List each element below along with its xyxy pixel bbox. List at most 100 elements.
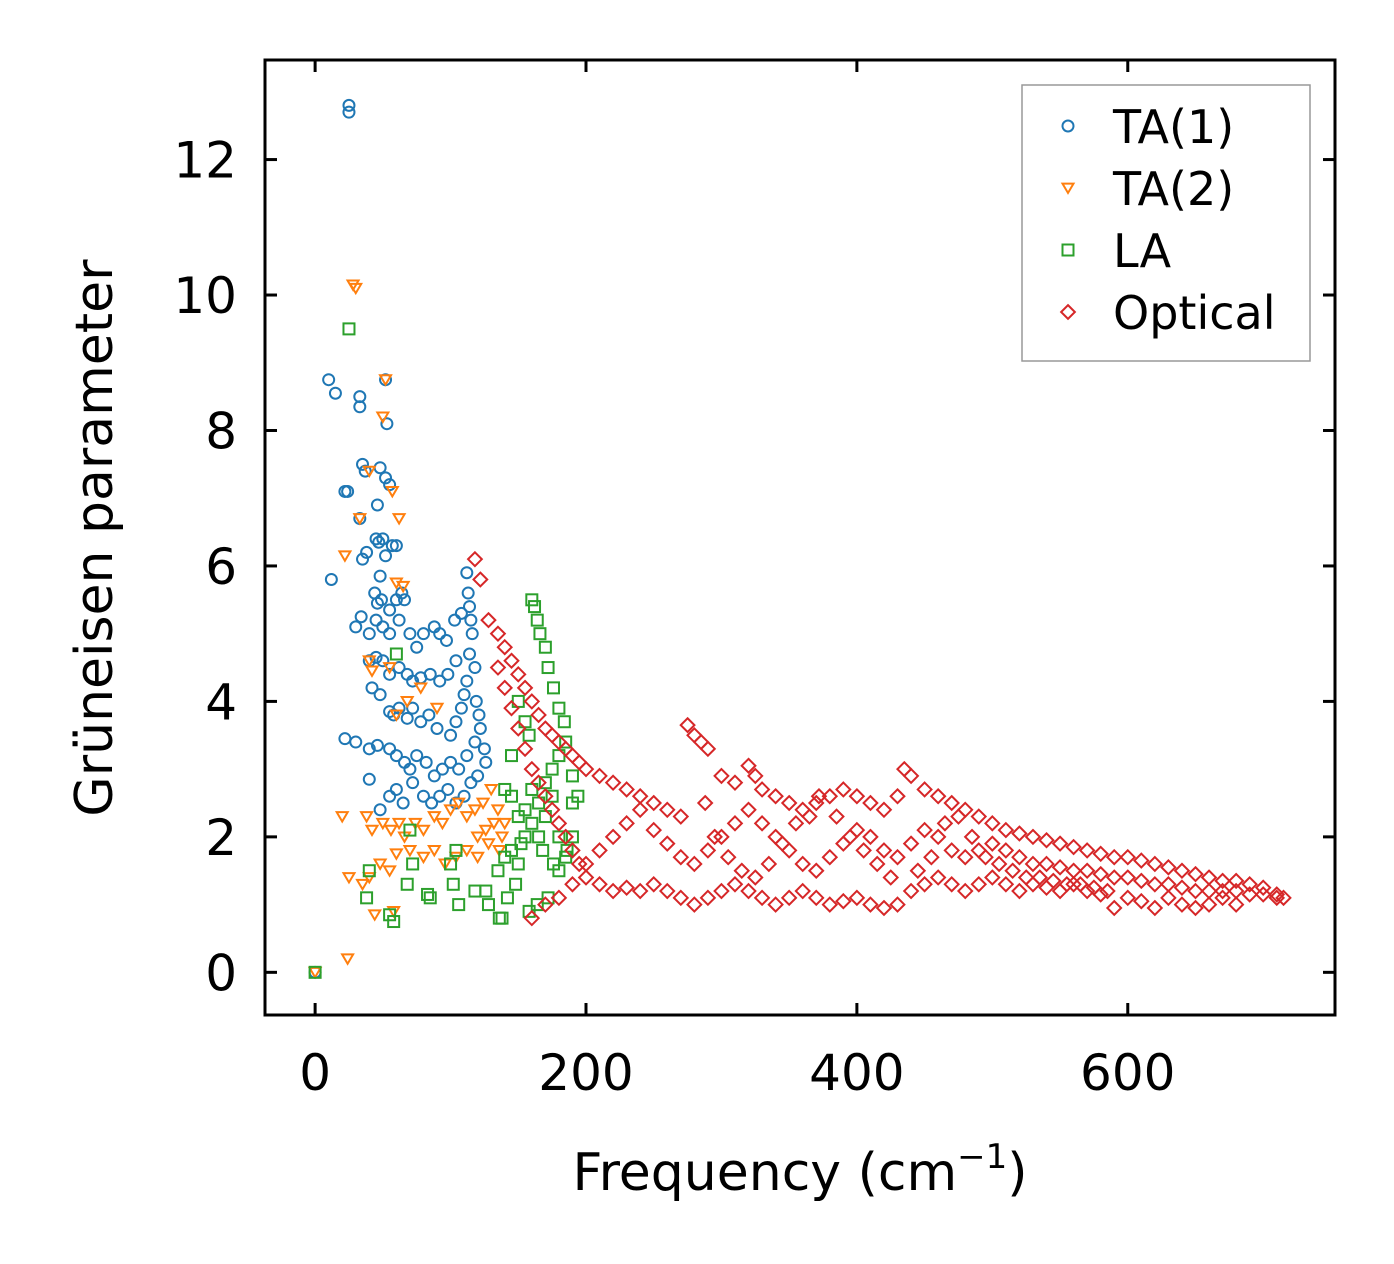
- data-point-optical: [984, 869, 1001, 886]
- data-point-optical: [1038, 831, 1055, 849]
- data-point-optical: [699, 889, 717, 907]
- data-point-optical: [1146, 855, 1164, 873]
- data-point-optical: [503, 699, 520, 717]
- data-point-ta1: [454, 606, 468, 620]
- data-point-ta2: [451, 797, 466, 810]
- data-point-la: [308, 965, 322, 979]
- data-point-ta1: [410, 749, 424, 763]
- data-point-ta1: [435, 762, 449, 776]
- data-point-ta1: [464, 613, 478, 627]
- data-point-optical: [516, 740, 534, 758]
- data-point-la: [557, 715, 571, 729]
- data-point-optical: [1092, 865, 1109, 883]
- data-point-ta2: [359, 811, 374, 824]
- data-point-optical: [753, 889, 771, 907]
- data-point-ta1: [392, 613, 406, 627]
- data-point-optical: [618, 781, 635, 798]
- data-point-optical: [480, 611, 497, 629]
- data-point-optical: [801, 808, 818, 825]
- data-point-optical: [740, 801, 757, 819]
- data-point-ta1: [369, 613, 383, 627]
- data-point-optical: [631, 882, 649, 900]
- data-point-ta1: [354, 610, 368, 624]
- data-point-ta1: [379, 549, 393, 563]
- data-point-ta1: [362, 772, 376, 786]
- y-tick-label: 4: [205, 673, 237, 731]
- data-point-optical: [875, 842, 893, 859]
- data-point-optical: [936, 815, 954, 832]
- data-point-optical: [1133, 872, 1150, 890]
- data-point-la: [400, 877, 414, 891]
- data-point-optical: [564, 842, 581, 859]
- data-point-optical: [882, 869, 900, 886]
- data-point-ta1: [369, 532, 383, 546]
- x-axis-label: Frequency (cm−1): [572, 1137, 1027, 1203]
- data-point-la: [545, 762, 559, 776]
- data-point-optical: [686, 896, 703, 913]
- data-point-optical: [1024, 828, 1042, 846]
- data-point-ta1: [433, 627, 447, 641]
- data-point-la: [559, 735, 573, 749]
- legend-label-optical: Optical: [1113, 286, 1275, 340]
- y-tick-label: 6: [205, 538, 237, 596]
- legend-label-ta1: TA(1): [1112, 100, 1234, 154]
- data-point-la: [522, 728, 536, 742]
- series-ta2: [307, 279, 512, 980]
- data-point-la: [387, 915, 401, 929]
- data-point-la: [514, 837, 528, 851]
- data-point-optical: [977, 848, 994, 866]
- data-point-optical: [1173, 879, 1191, 896]
- data-point-la: [538, 640, 552, 654]
- data-point-optical: [1214, 889, 1231, 907]
- data-point-optical: [658, 835, 676, 852]
- data-point-ta1: [400, 711, 414, 725]
- data-point-optical: [970, 808, 988, 825]
- data-point-la: [509, 877, 523, 891]
- data-point-ta1: [416, 789, 430, 803]
- data-point-optical: [753, 815, 771, 832]
- data-point-ta1: [342, 105, 356, 119]
- data-point-optical: [963, 828, 981, 846]
- data-point-ta1: [460, 566, 474, 580]
- data-point-ta2: [459, 811, 475, 824]
- data-point-la: [546, 857, 560, 871]
- data-point-ta2: [337, 550, 353, 563]
- data-point-ta1: [473, 722, 487, 735]
- data-point-optical: [1024, 855, 1042, 873]
- data-point-optical: [543, 726, 561, 744]
- data-point-ta1: [376, 620, 390, 634]
- data-point-optical: [686, 855, 703, 873]
- axes: 0 200 400 600 0 2 4 6 8 10 12: [173, 60, 1335, 1102]
- data-point-optical: [997, 875, 1015, 893]
- data-point-optical: [780, 889, 798, 907]
- data-point-optical: [570, 855, 588, 873]
- data-point-ta2: [497, 817, 512, 831]
- data-point-optical: [1268, 889, 1286, 907]
- data-point-optical: [1200, 882, 1218, 900]
- data-point-ta1: [457, 688, 471, 702]
- data-point-ta1: [464, 776, 478, 790]
- data-point-ta1: [370, 738, 384, 752]
- data-point-ta2: [427, 845, 442, 858]
- data-point-ta1: [461, 586, 475, 600]
- data-point-ta1: [372, 535, 386, 549]
- data-point-optical: [929, 828, 947, 846]
- data-point-ta2: [340, 953, 355, 966]
- data-point-optical: [523, 760, 541, 778]
- data-point-optical: [821, 896, 839, 913]
- data-point-optical: [509, 720, 527, 737]
- data-point-optical: [489, 659, 507, 676]
- data-point-optical: [672, 848, 690, 866]
- data-point-ta1: [449, 654, 463, 668]
- legend-marker-ta1: [1061, 119, 1075, 133]
- data-point-ta1: [383, 603, 397, 617]
- data-point-optical: [807, 862, 825, 880]
- data-point-optical: [1072, 875, 1089, 893]
- data-point-optical: [672, 808, 690, 825]
- data-point-ta1: [383, 789, 397, 803]
- data-point-ta2: [352, 513, 368, 526]
- data-point-optical: [1133, 852, 1150, 869]
- data-point-la: [389, 647, 403, 661]
- data-point-ta1: [365, 681, 379, 695]
- data-point-ta1: [362, 742, 376, 756]
